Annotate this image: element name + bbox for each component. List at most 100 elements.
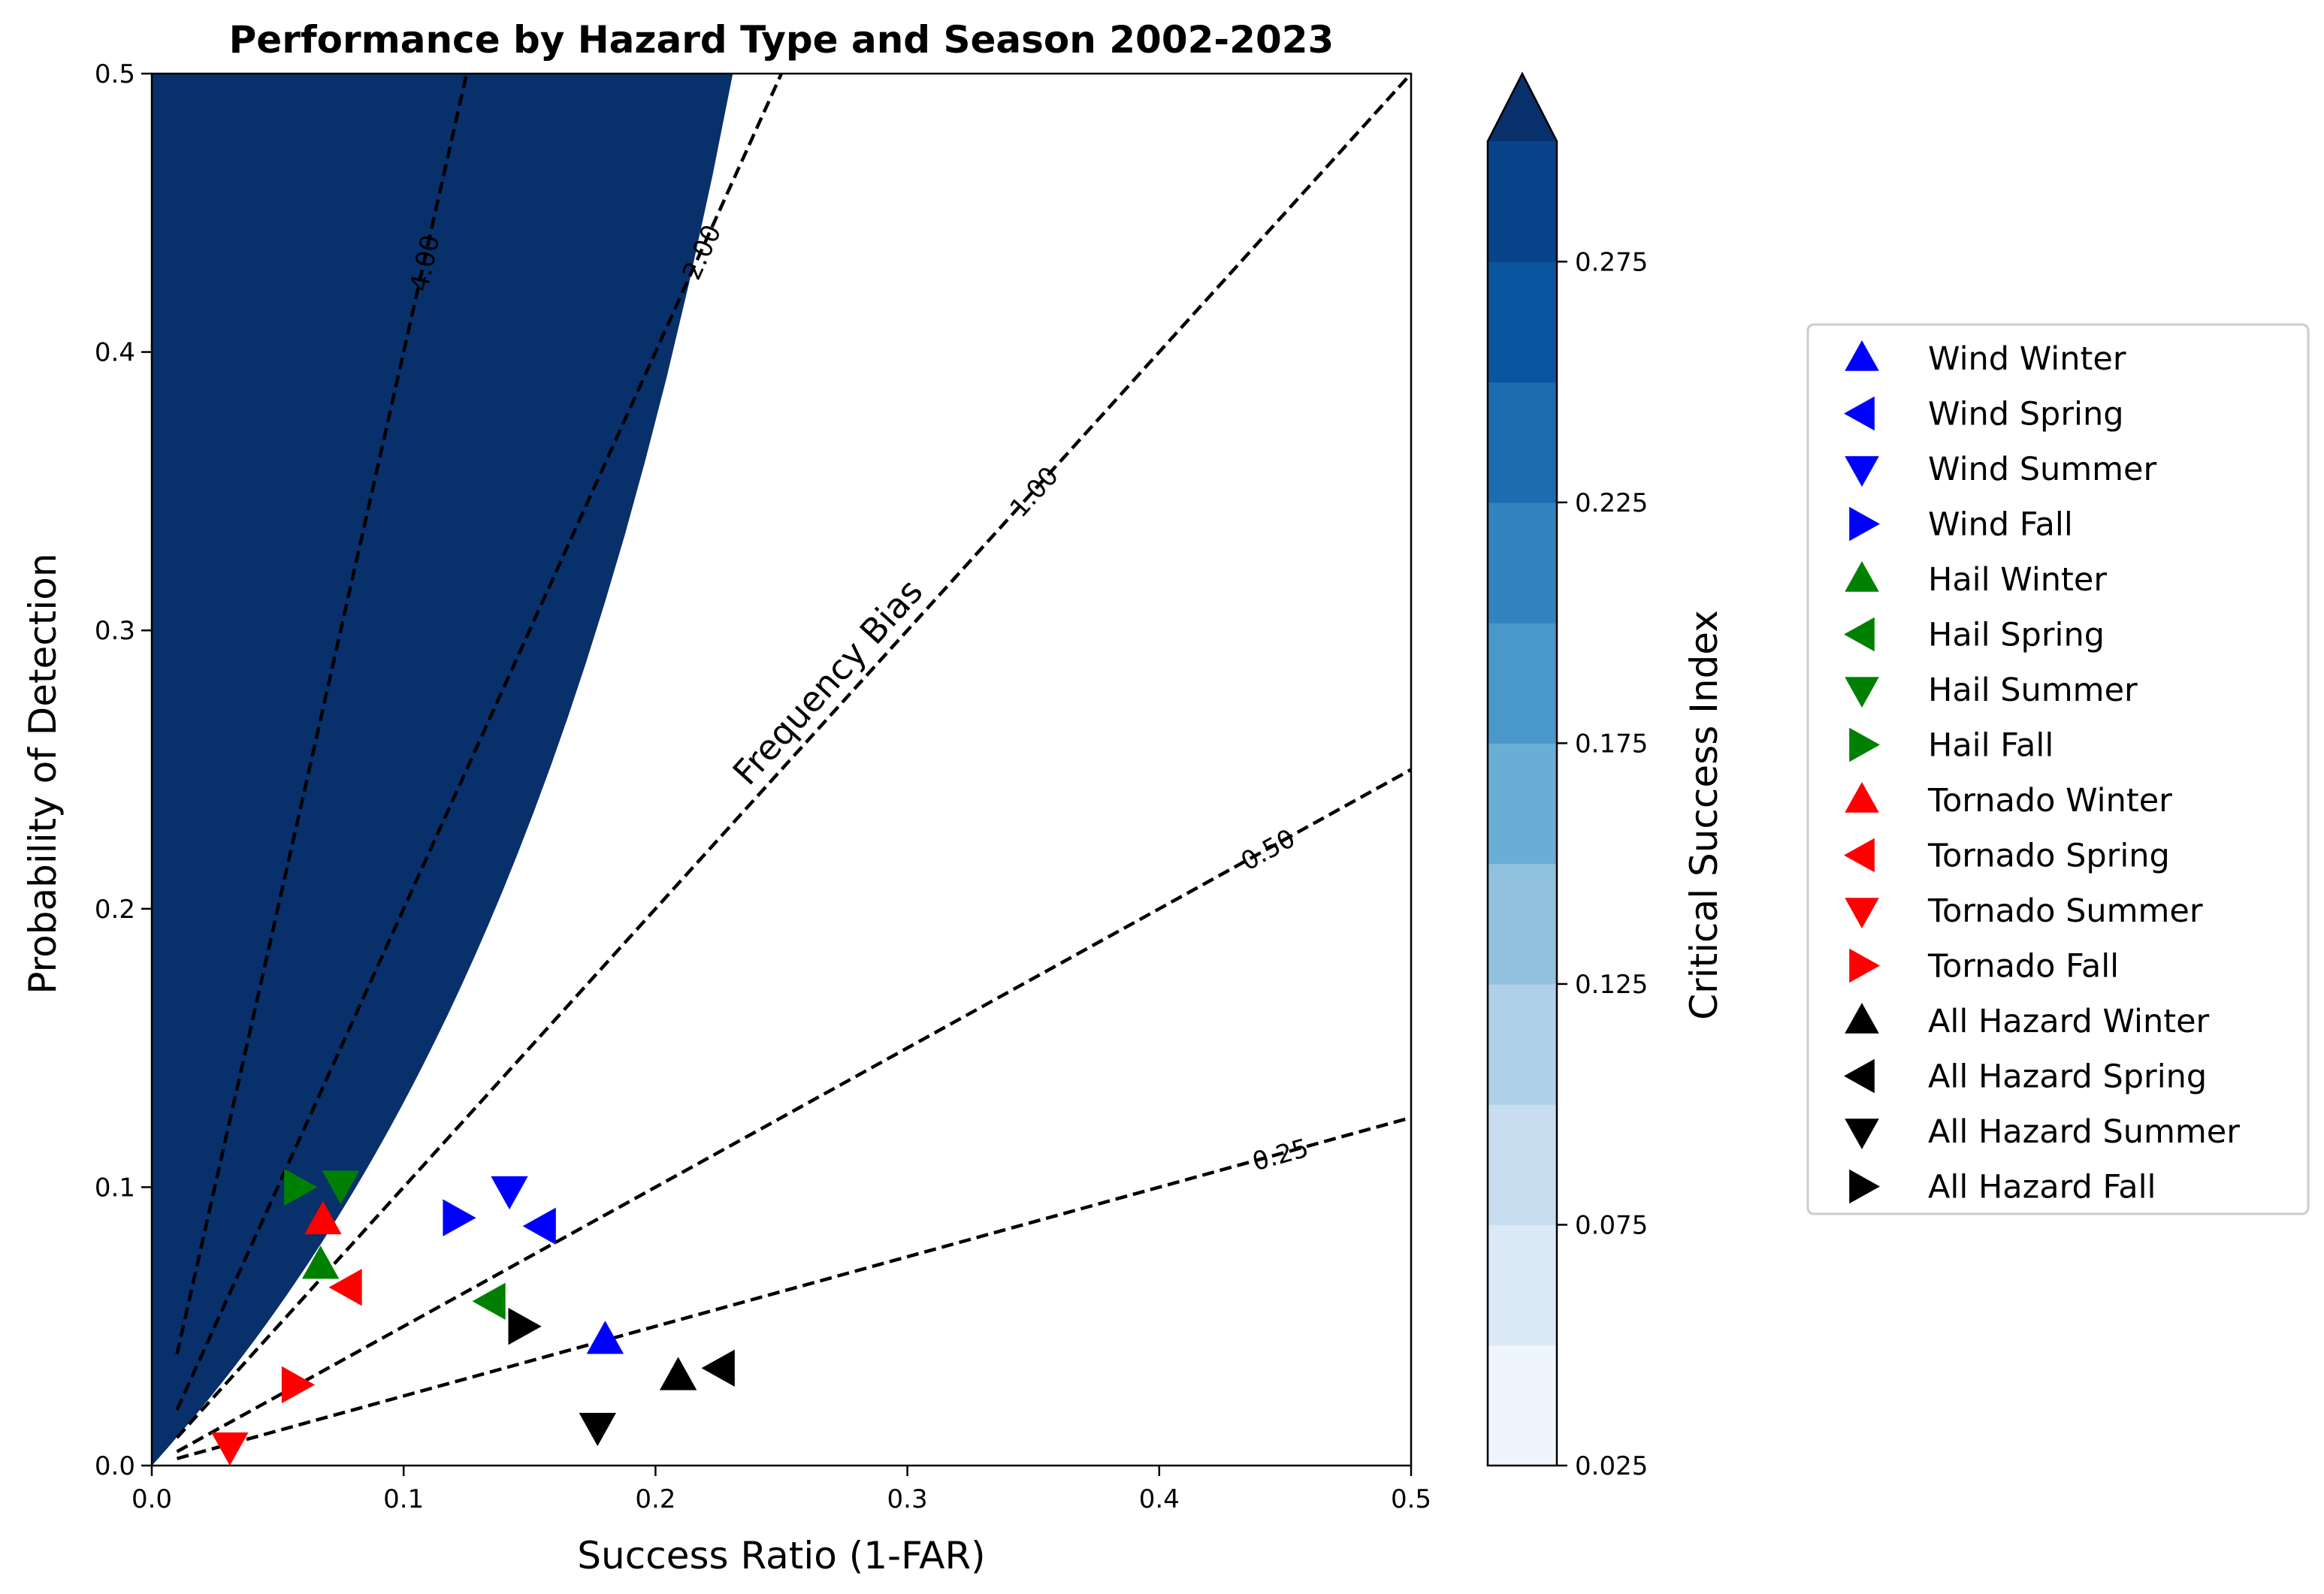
colorbar-bands — [1486, 71, 1558, 1467]
marker-hail-fall — [284, 1168, 318, 1206]
colorbar: 0.025 0.075 0.125 0.175 0.225 0.275 Critical … — [1486, 71, 1726, 1481]
marker-tornado-fall — [281, 1366, 316, 1404]
legend-marker-hail-winter — [1845, 561, 1879, 592]
marker-hail-spring — [472, 1282, 506, 1320]
y-tick-label: 0.4 — [95, 338, 135, 368]
legend-marker-all-hazard-summer — [1845, 1119, 1879, 1149]
colorbar-band — [1488, 863, 1557, 985]
colorbar-tick-label: 0.275 — [1575, 247, 1648, 277]
legend-label-hail-spring: Hail Spring — [1928, 617, 2105, 654]
x-tick-label: 0.5 — [1391, 1484, 1431, 1514]
x-tick-label: 0.3 — [887, 1484, 928, 1514]
y-tick-label: 0.5 — [95, 59, 135, 89]
legend-label-wind-fall: Wind Fall — [1928, 506, 2073, 544]
legend-marker-wind-winter — [1845, 340, 1879, 371]
legend-marker-all-hazard-winter — [1845, 1003, 1879, 1034]
colorbar-band — [1488, 1345, 1557, 1466]
marker-wind-fall — [443, 1199, 476, 1236]
y-tick-label: 0.0 — [95, 1451, 135, 1481]
colorbar-band — [1488, 261, 1557, 383]
legend-frame — [1806, 323, 2310, 1215]
bias-line-0.25 — [176, 1115, 1411, 1460]
legend-label-all-hazard-fall: All Hazard Fall — [1928, 1169, 2156, 1206]
colorbar-band — [1488, 743, 1557, 865]
legend-label-tornado-fall: Tornado Fall — [1927, 948, 2119, 986]
legend-marker-tornado-fall — [1849, 948, 1880, 983]
colorbar-band — [1488, 623, 1557, 744]
legend-label-tornado-winter: Tornado Winter — [1927, 782, 2172, 820]
y-tick-label: 0.3 — [95, 616, 135, 646]
colorbar-band — [1488, 502, 1557, 623]
legend-label-wind-winter: Wind Winter — [1928, 340, 2126, 378]
legend-marker-hail-summer — [1845, 677, 1879, 708]
colorbar-extend-arrow — [1488, 74, 1557, 141]
colorbar-band — [1488, 1224, 1557, 1346]
x-tick-label: 0.4 — [1139, 1484, 1180, 1514]
plot-frame — [150, 72, 1413, 1467]
colorbar-band — [1488, 983, 1557, 1105]
marker-all-hazard-winter — [659, 1357, 697, 1390]
legend-marker-tornado-spring — [1844, 838, 1875, 873]
x-axis-ticks: 0.0 0.1 0.2 0.3 0.4 0.5 — [131, 1466, 1431, 1514]
legend-label-tornado-summer: Tornado Summer — [1927, 892, 2203, 930]
legend-label-all-hazard-summer: All Hazard Summer — [1928, 1113, 2240, 1151]
x-axis-label: Success Ratio (1-FAR) — [577, 1534, 985, 1577]
legend-marker-all-hazard-spring — [1844, 1058, 1875, 1094]
colorbar-tick-label: 0.075 — [1575, 1210, 1648, 1240]
bias-line-0.50 — [176, 768, 1411, 1454]
y-axis-ticks: 0.0 0.1 0.2 0.3 0.4 0.5 — [95, 59, 152, 1481]
colorbar-tick-label: 0.025 — [1575, 1451, 1648, 1481]
marker-all-hazard-summer — [579, 1412, 616, 1447]
marker-tornado-summer — [211, 1432, 249, 1466]
chart-title: Performance by Hazard Type and Season 20… — [229, 18, 1334, 62]
legend-marker-tornado-winter — [1845, 782, 1879, 813]
marker-all-hazard-spring — [701, 1349, 735, 1387]
plot-area: 0.250.501.002.004.00 Frequency Bias — [150, 72, 1413, 1467]
legend-label-all-hazard-spring: All Hazard Spring — [1928, 1058, 2207, 1096]
legend-marker-wind-spring — [1844, 396, 1875, 431]
colorbar-tick-label: 0.125 — [1575, 970, 1648, 1000]
colorbar-tick-label: 0.175 — [1575, 729, 1648, 759]
legend-label-hail-fall: Hail Fall — [1928, 727, 2054, 765]
marker-tornado-winter — [304, 1200, 342, 1235]
legend-label-hail-summer: Hail Summer — [1928, 672, 2138, 709]
colorbar-outline — [1486, 71, 1558, 1467]
legend-label-wind-summer: Wind Summer — [1928, 451, 2157, 488]
marker-wind-spring — [522, 1207, 556, 1245]
frequency-bias-lines — [175, 74, 1411, 1460]
legend-label-wind-spring: Wind Spring — [1928, 396, 2124, 433]
legend-marker-wind-summer — [1845, 456, 1879, 487]
bias-line-1.00 — [175, 74, 1411, 1439]
colorbar-ticks: 0.025 0.075 0.125 0.175 0.225 0.275 — [1557, 247, 1648, 1481]
marker-hail-summer — [322, 1170, 360, 1204]
marker-wind-winter — [586, 1321, 624, 1354]
colorbar-label: Critical Success Index — [1682, 610, 1726, 1020]
colorbar-tick-label: 0.225 — [1575, 488, 1648, 518]
x-tick-label: 0.1 — [383, 1484, 424, 1514]
csi-band-0.3 — [152, 74, 733, 1466]
legend-label-tornado-spring: Tornado Spring — [1927, 838, 2170, 875]
legend-marker-hail-spring — [1844, 617, 1875, 652]
legend-marker-wind-fall — [1849, 506, 1880, 542]
legend-marker-hail-fall — [1849, 727, 1880, 762]
y-axis-label: Probability of Detection — [21, 553, 65, 994]
y-tick-label: 0.1 — [95, 1173, 135, 1203]
bias-line-2.00 — [175, 74, 784, 1411]
legend-marker-tornado-summer — [1845, 898, 1879, 928]
colorbar-band — [1488, 141, 1557, 262]
y-tick-label: 0.2 — [95, 895, 135, 925]
bias-line-4.00 — [175, 74, 469, 1355]
legend-label-all-hazard-winter: All Hazard Winter — [1928, 1003, 2210, 1040]
colorbar-band — [1488, 1104, 1557, 1226]
legend-marker-all-hazard-fall — [1849, 1169, 1880, 1204]
data-markers — [211, 1168, 735, 1466]
legend-label-hail-winter: Hail Winter — [1928, 561, 2107, 599]
x-tick-label: 0.2 — [635, 1484, 675, 1514]
marker-tornado-spring — [328, 1269, 362, 1306]
legend-entries: Wind Winter Wind Spring Wind Summer Wind Fa… — [1844, 340, 2240, 1206]
legend: Wind Winter Wind Spring Wind Summer Wind Fa… — [1806, 323, 2310, 1215]
csi-contour-fill — [152, 74, 1411, 1466]
marker-wind-summer — [491, 1176, 528, 1210]
marker-hail-winter — [301, 1245, 340, 1279]
